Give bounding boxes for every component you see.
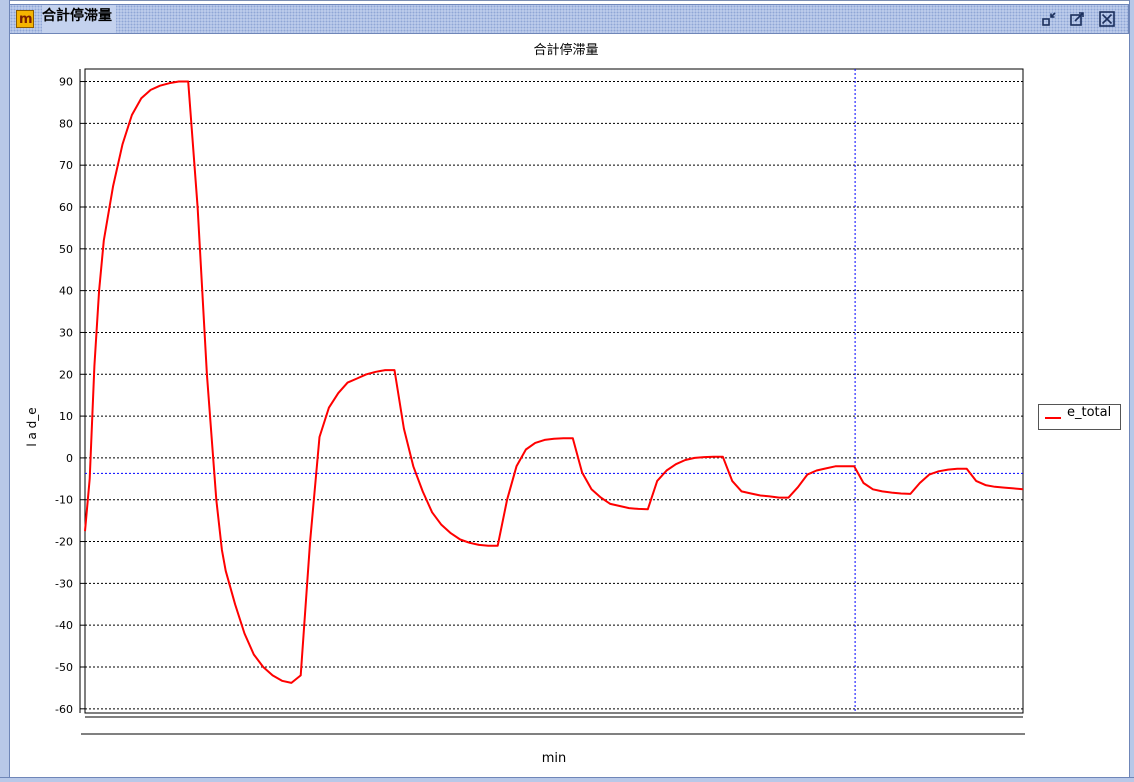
y-tick-label: -60 [55,703,73,716]
y-grid [85,81,1023,710]
y-tick-label: 10 [59,410,73,423]
y-tick-label: -10 [55,494,73,507]
y-tick-label: -40 [55,619,73,632]
maximize-icon[interactable] [1068,10,1086,28]
legend: e_total [1038,404,1121,430]
legend-label-e-total: e_total [1067,405,1112,420]
y-tick-label: 30 [59,326,73,339]
line-chart[interactable]: 合計停滞量 90 80 70 60 50 40 30 20 10 0 -10 -20 -30 -40 -50… [9,34,1130,777]
y-tick-label: -50 [55,661,73,674]
x-axis-label: min [542,751,567,766]
x-axis [81,716,1025,735]
close-icon[interactable] [1098,10,1116,28]
y-tick-label: 60 [59,201,73,214]
window-titlebar[interactable]: m 合計停滞量 [9,4,1129,34]
y-tick-label: 70 [59,159,73,172]
chart-title: 合計停滞量 [533,42,598,58]
restore-icon[interactable] [1040,10,1058,28]
y-tick-label: 80 [59,117,73,130]
y-tick-label: 0 [66,452,73,465]
window-title: 合計停滞量 [42,5,116,33]
legend-swatch-e-total [1045,417,1061,419]
y-tick-label: 40 [59,285,73,298]
y-axis: 90 80 70 60 50 40 30 20 10 0 -10 -20 -30 -40 -50 -60 [55,69,85,716]
y-tick-label: 50 [59,243,73,256]
y-axis-label: l a d_e [25,407,39,446]
y-tick-label: -20 [55,536,73,549]
window-right-border [1129,0,1134,782]
y-tick-label: 90 [59,76,73,89]
series-line-e-total[interactable] [84,80,1024,684]
window-bottom-border [0,777,1134,782]
app-icon-letter: m [19,12,33,27]
m-app-icon: m [16,10,34,28]
plot-area[interactable] [84,68,1024,714]
y-tick-label: -30 [55,577,73,590]
window-left-border [0,0,10,782]
y-tick-label: 20 [59,368,73,381]
